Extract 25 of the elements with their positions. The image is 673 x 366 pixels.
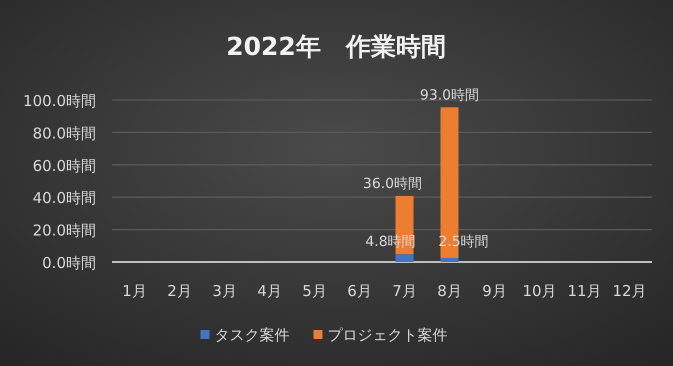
x-tick-label: 11月 — [567, 282, 602, 300]
bar — [440, 258, 458, 262]
x-tick-label: 8月 — [437, 282, 462, 300]
x-tick-label: 5月 — [302, 282, 327, 300]
y-tick-label: 0.0時間 — [42, 254, 96, 272]
x-tick-label: 1月 — [122, 282, 147, 300]
bar — [396, 254, 414, 262]
title: 2022年 作業時間 — [226, 32, 446, 61]
y-tick-label: 80.0時間 — [32, 124, 96, 142]
y-tick-label: 40.0時間 — [32, 189, 96, 208]
y-tick-label: 20.0時間 — [32, 222, 96, 240]
x-tick-label: 10月 — [522, 282, 557, 300]
x-tick-label: 7月 — [392, 282, 417, 300]
data-label: 93.0時間 — [420, 87, 480, 104]
y-tick-label: 100.0時間 — [23, 92, 96, 110]
y-tick-label: 60.0時間 — [32, 156, 96, 175]
data-label: 36.0時間 — [362, 176, 422, 192]
x-tick-label: 3月 — [212, 282, 237, 300]
legend-label: プロジェクト案件 — [328, 326, 448, 344]
x-tick-label: 9月 — [482, 282, 507, 300]
x-tick-label: 4月 — [257, 282, 282, 300]
x-tick-label: 12月 — [612, 282, 647, 300]
legend-label: タスク案件 — [214, 326, 290, 344]
x-tick-label: 6月 — [347, 282, 372, 300]
x-tick-label: 2月 — [167, 282, 192, 300]
